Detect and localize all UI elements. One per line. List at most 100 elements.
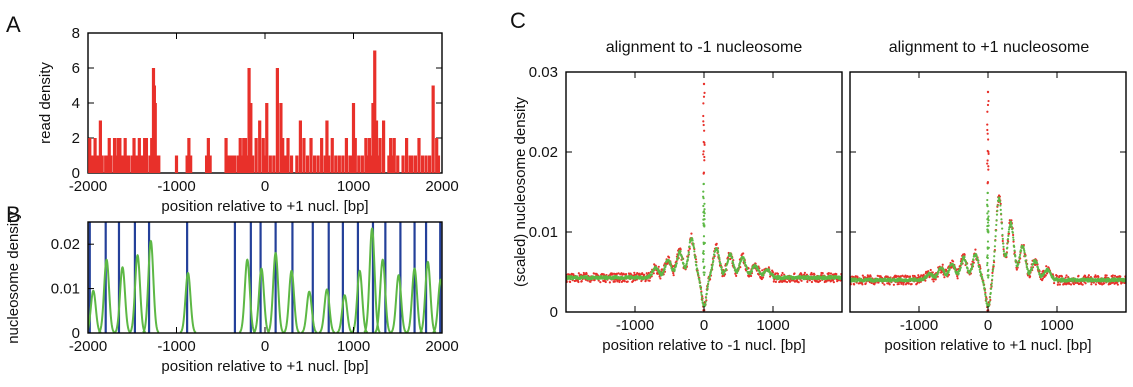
bar [120, 155, 124, 173]
data-point-red [592, 272, 595, 275]
data-point-green [964, 260, 968, 264]
density-peak [390, 274, 408, 333]
data-point-red [899, 275, 903, 278]
bar [97, 155, 101, 173]
data-point-red [832, 281, 835, 284]
data-point-red [1044, 274, 1047, 277]
data-point-green [1002, 250, 1005, 253]
data-point-green [762, 274, 765, 277]
data-point-green [1013, 249, 1016, 252]
data-point-red [861, 274, 864, 277]
data-point-red [760, 277, 763, 281]
bar [341, 155, 345, 173]
bar [435, 138, 439, 173]
spike-point-red [987, 165, 990, 168]
data-point-green [788, 277, 791, 281]
panel-label-a: A [6, 12, 21, 37]
data-point-green [710, 266, 714, 269]
data-point-red [1007, 232, 1011, 235]
spike-point-green [986, 212, 989, 215]
data-point-green [687, 253, 690, 256]
data-point-red [658, 275, 661, 278]
data-point-green [674, 264, 678, 267]
bar [330, 138, 334, 173]
data-point-red [615, 272, 619, 275]
data-point-green [717, 250, 720, 254]
spike-point-red [703, 129, 706, 132]
data-point-green [681, 257, 684, 261]
data-point-green [996, 209, 999, 212]
data-point-green [708, 276, 711, 279]
spike-point-red [986, 128, 989, 132]
data-point-green [992, 267, 995, 270]
bar [121, 155, 125, 173]
data-point-red [888, 283, 891, 286]
spike-point-green [703, 273, 706, 277]
data-point-red [908, 275, 912, 278]
spike-point-green [702, 271, 705, 274]
spike-point-green [987, 215, 990, 218]
spike-point-red [987, 138, 990, 141]
spike-point-green [986, 247, 989, 250]
bar [141, 155, 145, 173]
data-point-red [640, 279, 643, 283]
y-tick-label: 2 [72, 130, 80, 147]
data-point-red [742, 252, 745, 255]
data-point-green [1037, 268, 1040, 271]
data-point-green [682, 262, 685, 265]
data-point-green [712, 259, 715, 263]
data-point-red [1103, 282, 1106, 285]
density-peak [300, 290, 318, 333]
spike-point-red [703, 159, 706, 162]
data-point-green [1018, 255, 1021, 259]
data-point-red [688, 247, 691, 250]
data-point-green [959, 266, 962, 269]
data-point-red [902, 283, 905, 286]
data-point-red [577, 280, 580, 284]
bar [320, 138, 324, 173]
data-point-green [1035, 262, 1039, 265]
data-point-green [990, 282, 993, 285]
data-point-red [774, 280, 777, 284]
bar [95, 155, 99, 173]
data-point-green [704, 296, 708, 299]
data-point-green [730, 253, 733, 256]
spike-point-green [702, 258, 705, 261]
bar [208, 155, 212, 173]
data-point-red [1110, 281, 1114, 284]
data-point-green [697, 272, 700, 275]
density-peak [419, 260, 437, 333]
data-point-green [722, 273, 725, 276]
y-tick-label: 0.01 [529, 224, 558, 241]
data-point-red [960, 257, 963, 261]
data-point-green [685, 262, 688, 265]
bar [157, 155, 161, 173]
data-point-green [600, 274, 603, 278]
x-axis-label: position relative to +1 nucl. [bp] [161, 198, 368, 215]
spike-point-red [986, 103, 990, 107]
data-point-green [989, 291, 992, 295]
bar [353, 138, 357, 173]
x-tick-label: 1000 [1040, 317, 1073, 334]
bar [373, 50, 377, 173]
data-point-red [1116, 283, 1119, 286]
data-point-green [1011, 228, 1014, 231]
data-point-red [864, 282, 867, 285]
spike-point-green [702, 242, 705, 246]
bar [323, 155, 327, 173]
data-point-green [1010, 223, 1013, 226]
data-point-green [706, 285, 709, 288]
data-point-green [1012, 238, 1015, 241]
spike-point-green [703, 202, 706, 205]
data-point-green [1000, 212, 1003, 215]
spike-point-green [986, 203, 989, 206]
bar [189, 155, 193, 173]
data-point-green [694, 256, 697, 260]
bar [231, 155, 235, 173]
y-tick-label: 6 [72, 60, 80, 77]
data-point-red [617, 272, 620, 275]
data-point-red [585, 272, 588, 276]
data-point-red [869, 275, 872, 278]
data-point-red [645, 272, 648, 275]
spike-point-red [986, 110, 989, 113]
